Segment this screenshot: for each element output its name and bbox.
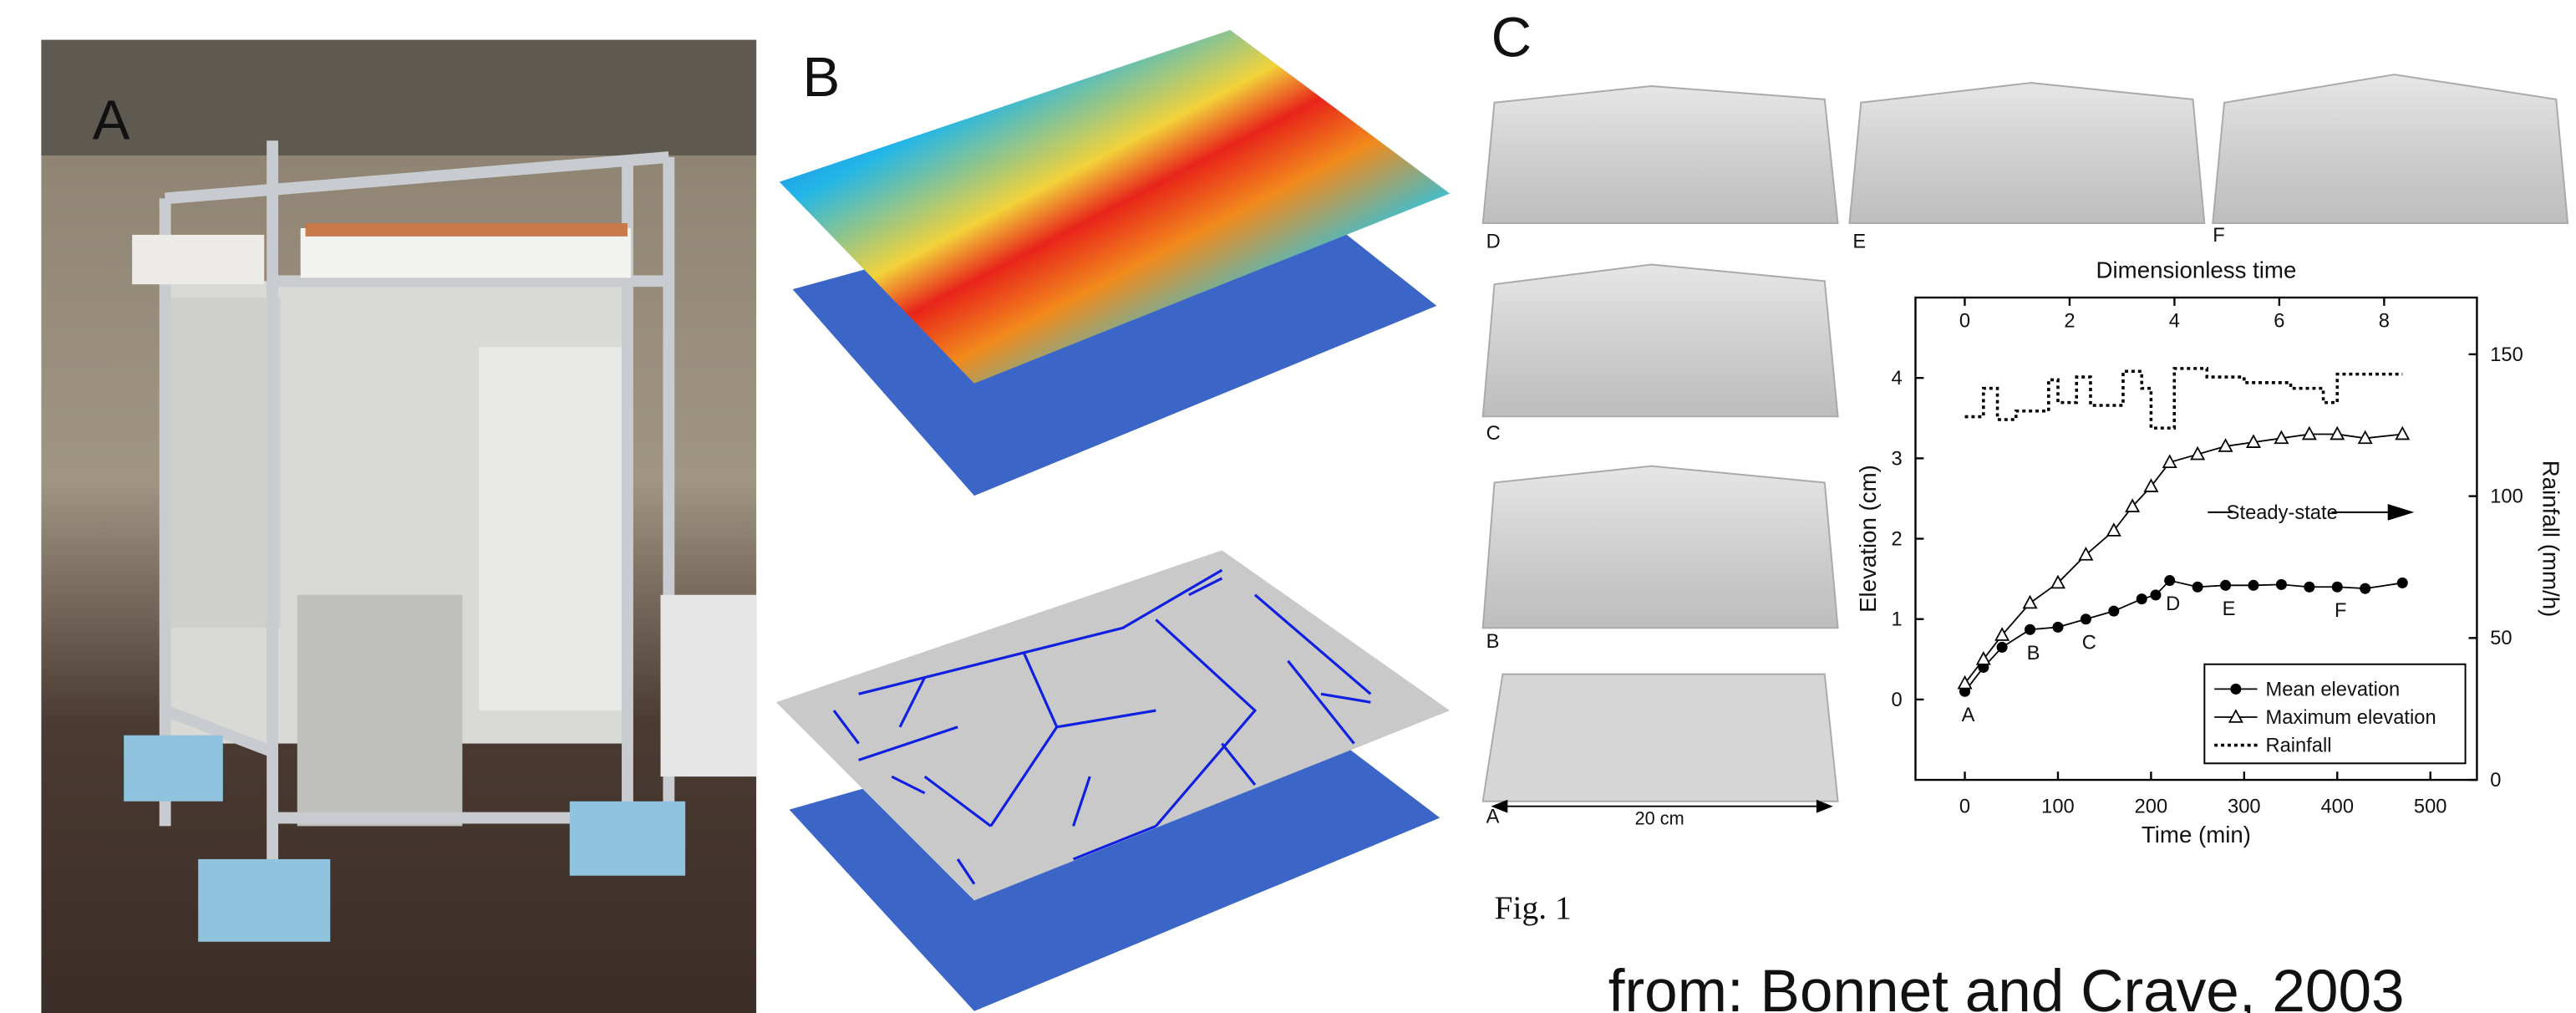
marker	[2081, 613, 2091, 624]
marker	[2024, 597, 2036, 608]
figure-caption: Fig. 1	[1495, 889, 1572, 926]
terrain-label: B	[1486, 631, 1500, 653]
panel-label: A	[93, 89, 130, 151]
x2-tick-label: 6	[2274, 311, 2284, 333]
point-label: A	[1962, 705, 1975, 726]
y-tick-label: 0	[1891, 690, 1902, 711]
marker	[2248, 580, 2258, 591]
y2-tick-label: 50	[2490, 628, 2512, 649]
x2-tick-label: 8	[2379, 311, 2390, 333]
point-label: D	[2166, 593, 2180, 615]
terrain-label: C	[1486, 423, 1501, 445]
marker	[2192, 582, 2203, 593]
marker	[2080, 548, 2092, 560]
point-label: B	[2027, 643, 2040, 664]
figure: A B C D E F C B A 20 cm Dimensionless ti…	[0, 0, 2576, 1013]
x2-axis-title: Dimensionless time	[2096, 257, 2297, 283]
panel-label: C	[1491, 6, 1532, 69]
x-tick-label: 500	[2414, 797, 2447, 818]
marker	[2276, 579, 2287, 590]
marker	[2331, 428, 2344, 440]
marker	[2360, 583, 2370, 594]
terrain-label: D	[1486, 232, 1501, 253]
marker	[1997, 642, 2008, 653]
point-label: C	[2082, 632, 2096, 654]
marker	[2108, 606, 2119, 617]
marker	[2025, 624, 2035, 635]
y-axis-title: Elevation (cm)	[1855, 465, 1881, 613]
terrain-label: A	[1486, 806, 1500, 827]
terrain-label: E	[1852, 232, 1866, 253]
x2-tick-label: 4	[2169, 311, 2180, 333]
page: {"panel_labels": {"a": "A", "b": "B", "c…	[0, 0, 2576, 1013]
marker	[2397, 578, 2408, 588]
x-tick-label: 300	[2228, 797, 2261, 818]
y2-tick-label: 150	[2490, 344, 2523, 366]
y2-axis-title: Rainfall (mm/h)	[2538, 461, 2563, 617]
marker	[2164, 575, 2175, 586]
marker	[2230, 684, 2241, 695]
legend-label: Rainfall	[2265, 735, 2331, 756]
marker	[2332, 582, 2343, 593]
surface-illustration	[776, 30, 1450, 1011]
photo	[41, 40, 756, 1013]
y2-tick-label: 0	[2490, 770, 2501, 792]
scale-label: 20 cm	[1635, 807, 1684, 828]
panel-label: B	[802, 46, 840, 109]
marker	[2137, 593, 2147, 604]
y-tick-label: 3	[1891, 448, 1902, 470]
y-tick-label: 1	[1891, 609, 1902, 631]
marker	[2304, 582, 2314, 593]
x-tick-label: 0	[1959, 797, 1970, 818]
x-tick-label: 400	[2320, 797, 2354, 818]
point-label: F	[2335, 600, 2346, 622]
y-tick-label: 2	[1891, 528, 1902, 550]
point-label: E	[2223, 598, 2236, 620]
y2-tick-label: 100	[2490, 486, 2523, 508]
x-tick-label: 200	[2135, 797, 2168, 818]
chart: Dimensionless time Time (min) Elevation …	[1855, 257, 2563, 848]
marker	[2150, 589, 2161, 600]
marker	[2220, 580, 2231, 591]
x2-tick-label: 2	[2064, 311, 2075, 333]
marker	[2396, 428, 2409, 440]
source: from: Bonnet and Crave, 2003	[1608, 959, 2405, 1013]
marker	[2052, 622, 2063, 633]
legend-label: Mean elevation	[2265, 679, 2400, 700]
legend-label: Maximum elevation	[2265, 707, 2436, 729]
series-line	[1965, 369, 2403, 428]
marker	[2303, 428, 2315, 440]
terrain-label: F	[2213, 225, 2224, 247]
x-tick-label: 100	[2041, 797, 2075, 818]
annotation: Steady-state	[2227, 502, 2338, 524]
x-axis-title: Time (min)	[2142, 822, 2251, 848]
y-tick-label: 4	[1891, 368, 1902, 389]
x2-tick-label: 0	[1959, 311, 1970, 333]
